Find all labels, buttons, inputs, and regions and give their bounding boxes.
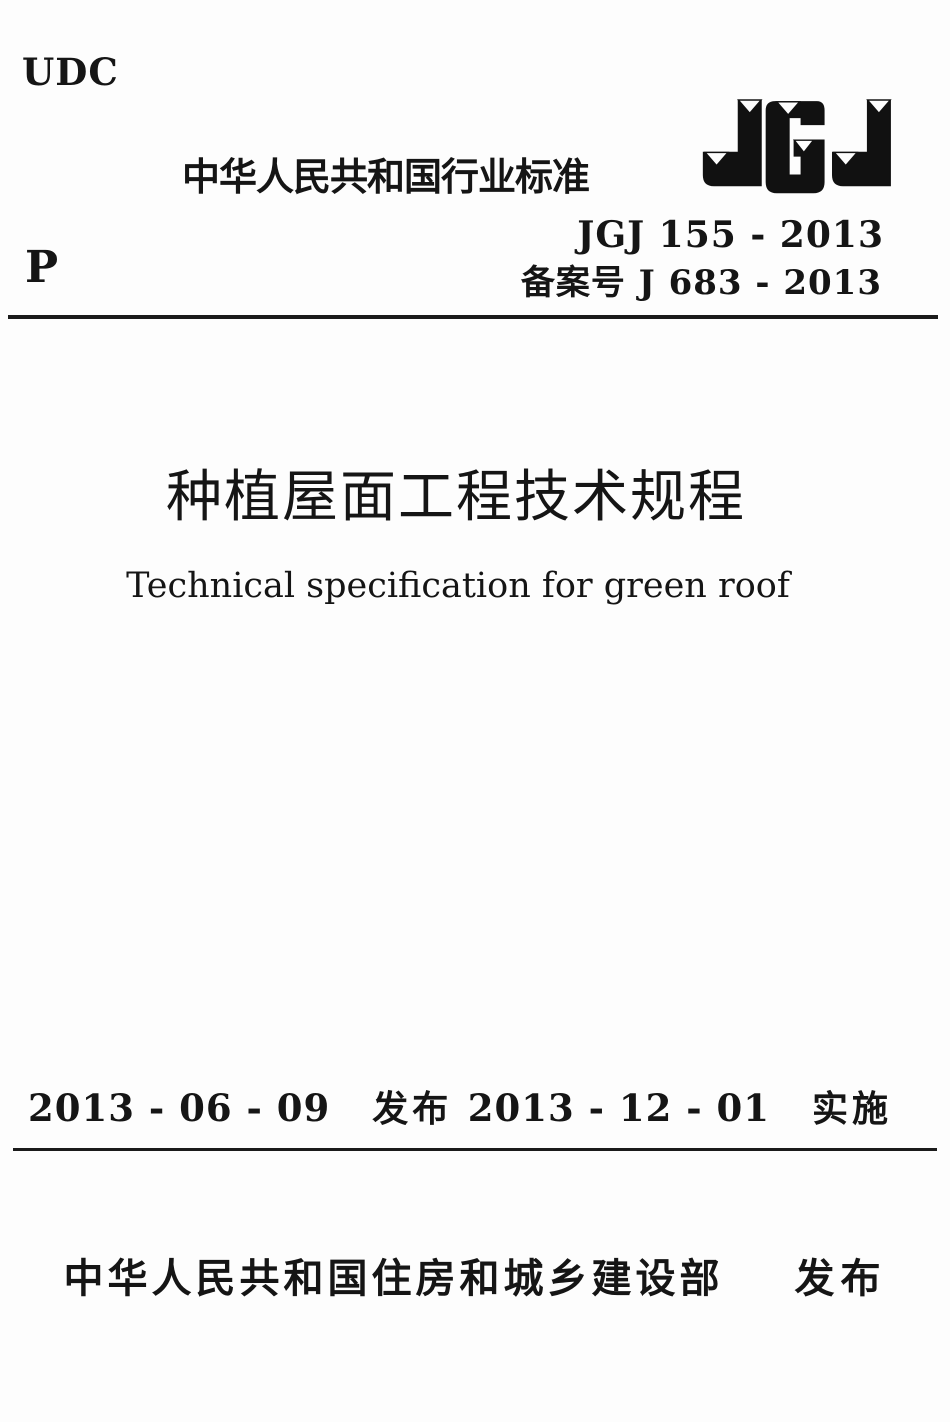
record-number: 备案号 J 683 - 2013 bbox=[520, 263, 882, 303]
issue-date-group: 2013 - 06 - 09 发布 bbox=[28, 1080, 452, 1132]
implement-label: 实施 bbox=[811, 1088, 892, 1130]
implement-date: 2013 - 12 - 01 bbox=[467, 1086, 770, 1130]
bottom-divider-rule bbox=[13, 1148, 937, 1151]
implement-date-group: 2013 - 12 - 01 实施 bbox=[468, 1080, 892, 1132]
document-title-english: Technical specification for green roof bbox=[126, 566, 790, 606]
logo-letter-j2 bbox=[832, 99, 891, 187]
logo-letter-g bbox=[765, 101, 825, 194]
logo-letter-j1 bbox=[702, 99, 762, 187]
publisher-action-label: 发布 bbox=[794, 1256, 887, 1302]
udc-code: UDC bbox=[22, 50, 119, 94]
logo-bevel-highlight bbox=[775, 101, 801, 116]
issue-label: 发布 bbox=[372, 1088, 453, 1130]
logo-bevel-highlight bbox=[703, 151, 730, 167]
logo-bevel-highlight bbox=[866, 99, 892, 115]
document-title-chinese: 种植屋面工程技术规程 bbox=[166, 465, 746, 530]
doc-classification-code: P bbox=[25, 242, 59, 293]
jgj-logo: JGJ bbox=[700, 98, 892, 199]
dates-row: 2013 - 06 - 09 发布 2013 - 12 - 01 实施 bbox=[28, 1080, 892, 1132]
logo-bevel-highlight bbox=[832, 151, 859, 167]
logo-bevel-highlight bbox=[736, 99, 763, 115]
standard-type-heading: 中华人民共和国行业标准 bbox=[182, 155, 590, 199]
top-divider-rule bbox=[8, 315, 938, 319]
standard-number: JGJ 155 - 2013 bbox=[577, 214, 884, 256]
publisher-row: 中华人民共和国住房和城乡建设部 发布 bbox=[0, 1246, 950, 1304]
publisher-name: 中华人民共和国住房和城乡建设部 bbox=[63, 1256, 724, 1302]
jgj-logo-icon: JGJ bbox=[702, 99, 892, 194]
issue-date: 2013 - 06 - 09 bbox=[28, 1086, 331, 1130]
logo-bevel-highlight bbox=[792, 139, 815, 154]
